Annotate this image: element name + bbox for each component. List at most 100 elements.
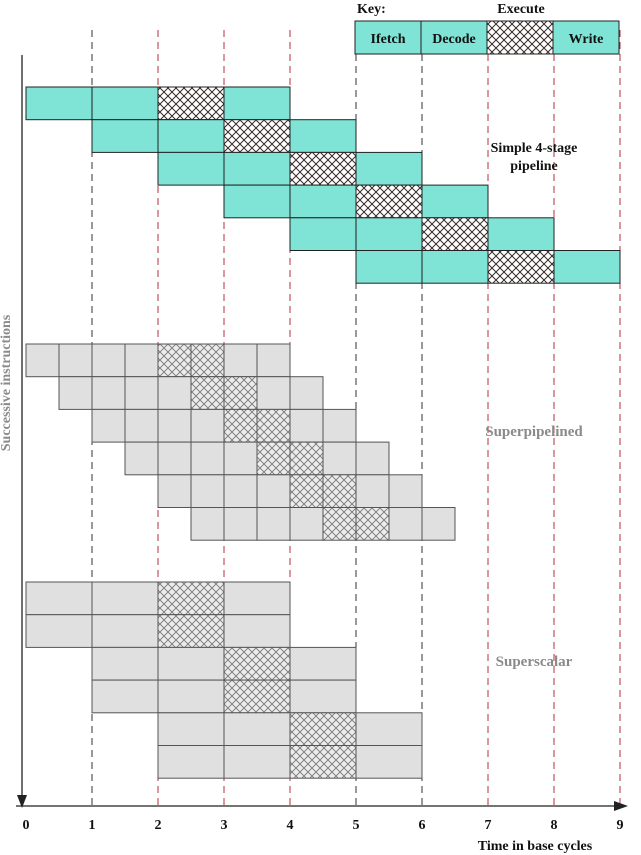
superscalar-instr-6-stage-4 [355, 745, 423, 779]
simple-pipeline-label-line2: pipeline [510, 159, 557, 174]
superscalar-instr-1-stage-2 [91, 581, 159, 616]
superpipelined-instr-2-stage-2-1 [124, 376, 159, 410]
superpipelined-instr-1-stage-2-1 [91, 343, 126, 378]
key-label-write: Write [569, 32, 604, 47]
simple-instr-6-stage-4 [553, 250, 621, 284]
superpipelined-instr-3-stage-1-2 [124, 408, 159, 443]
superscalar-label: Superscalar [496, 654, 573, 670]
simple-instr-3-stage-3 [289, 151, 357, 186]
superscalar-instr-5-stage-3 [289, 712, 357, 746]
simple-instr-3-stage-4 [355, 151, 423, 186]
x-tick-9: 9 [617, 818, 624, 833]
superscalar-instr-6-stage-2 [223, 745, 291, 779]
simple-instr-5-stage-1 [289, 217, 357, 252]
superpipelined-instr-6-stage-4-1 [388, 507, 423, 541]
superscalar-instr-6-stage-3 [289, 745, 357, 779]
simple-instr-2-stage-1 [91, 119, 159, 153]
superscalar-instr-2-stage-4 [223, 614, 291, 648]
superscalar-instr-1-stage-3 [157, 581, 225, 616]
superpipelined-instr-5-stage-3-2 [322, 474, 357, 508]
superpipelined-instr-4-stage-2-1 [190, 441, 225, 476]
superscalar-instr-3-stage-3 [223, 646, 291, 681]
superpipelined-instr-2-stage-4-1 [256, 376, 291, 410]
superpipelined-instr-5-stage-2-2 [256, 474, 291, 508]
simple-instr-5-stage-2 [355, 217, 423, 252]
superscalar-instr-5-stage-2 [223, 712, 291, 746]
y-axis-label: Successive instructions [0, 314, 14, 451]
key-box-3 [486, 20, 554, 55]
superscalar-instr-5-stage-4 [355, 712, 423, 746]
x-axis-ticks: 0 1 2 3 4 5 6 7 8 9 [23, 818, 624, 833]
superpipelined-instr-2-stage-3-1 [190, 376, 225, 410]
superpipelined-instr-2-stage-1-2 [91, 376, 126, 410]
superscalar-instr-3-stage-1 [91, 646, 159, 681]
simple-instr-2-stage-2 [157, 119, 225, 153]
simple-pipeline-label-line1: Simple 4-stage [491, 141, 578, 156]
superpipelined-instr-3-stage-3-1 [223, 408, 258, 443]
superpipelined-instr-1-stage-3-2 [190, 343, 225, 378]
key-execute-label: Execute [497, 2, 544, 17]
x-tick-1: 1 [89, 818, 96, 833]
superpipelined-instr-1-stage-3-1 [157, 343, 192, 378]
key-box-4 [552, 20, 620, 55]
superpipelined-instr-6-stage-1-2 [223, 507, 258, 541]
key-title: Key: [357, 2, 386, 17]
superpipelined-label: Superpipelined [485, 424, 583, 440]
simple-instr-6-stage-3 [487, 250, 555, 284]
simple-instr-3-stage-1 [157, 151, 225, 186]
superscalar-blocks [25, 581, 423, 779]
superpipelined-instr-5-stage-4-2 [388, 474, 423, 508]
x-tick-5: 5 [353, 818, 360, 833]
superpipelined-instr-1-stage-1-2 [58, 343, 93, 378]
simple-instr-4-stage-3 [355, 184, 423, 219]
superpipelined-instr-4-stage-3-2 [289, 441, 324, 476]
x-tick-3: 3 [221, 818, 228, 833]
key-label-decode: Decode [432, 32, 476, 47]
x-tick-6: 6 [419, 818, 426, 833]
superpipelined-instr-3-stage-2-1 [157, 408, 192, 443]
superpipelined-instr-2-stage-1-1 [58, 376, 93, 410]
superscalar-instr-5-stage-1 [157, 712, 225, 746]
superscalar-instr-2-stage-2 [91, 614, 159, 648]
x-tick-0: 0 [23, 818, 30, 833]
superpipelined-instr-1-stage-1-1 [25, 343, 60, 378]
simple-instr-1-stage-3 [157, 86, 225, 121]
simple-pipeline-blocks [25, 86, 621, 284]
simple-instr-1-stage-2 [91, 86, 159, 121]
superpipelined-instr-3-stage-1-1 [91, 408, 126, 443]
superpipelined-instr-3-stage-4-1 [289, 408, 324, 443]
superpipelined-instr-2-stage-3-2 [223, 376, 258, 410]
superpipelined-instr-6-stage-3-2 [355, 507, 390, 541]
superpipelined-instr-2-stage-2-2 [157, 376, 192, 410]
superscalar-instr-1-stage-1 [25, 581, 93, 616]
superpipelined-instr-2-stage-4-2 [289, 376, 324, 410]
x-tick-7: 7 [485, 818, 492, 833]
x-tick-8: 8 [551, 818, 558, 833]
key-label-ifetch: Ifetch [371, 32, 406, 47]
superpipelined-instr-5-stage-3-1 [289, 474, 324, 508]
superpipelined-instr-6-stage-3-1 [322, 507, 357, 541]
superpipelined-instr-3-stage-3-2 [256, 408, 291, 443]
superpipelined-instr-1-stage-4-2 [256, 343, 291, 378]
superpipelined-instr-6-stage-2-2 [289, 507, 324, 541]
simple-instr-4-stage-1 [223, 184, 291, 219]
superpipelined-instr-5-stage-1-2 [190, 474, 225, 508]
superscalar-instr-4-stage-4 [289, 679, 357, 714]
superscalar-instr-4-stage-3 [223, 679, 291, 714]
superpipelined-instr-3-stage-4-2 [322, 408, 357, 443]
superpipelined-instr-6-stage-2-1 [256, 507, 291, 541]
simple-instr-1-stage-1 [25, 86, 93, 121]
simple-instr-2-stage-3 [223, 119, 291, 153]
simple-instr-5-stage-4 [487, 217, 555, 252]
superscalar-instr-3-stage-2 [157, 646, 225, 681]
key-box-1 [354, 20, 422, 55]
superpipelined-instr-5-stage-4-1 [355, 474, 390, 508]
x-axis-label: Time in base cycles [478, 839, 593, 854]
simple-instr-6-stage-2 [421, 250, 489, 284]
superscalar-instr-1-stage-4 [223, 581, 291, 616]
simple-instr-3-stage-2 [223, 151, 291, 186]
superpipelined-instr-6-stage-1-1 [190, 507, 225, 541]
superscalar-instr-6-stage-1 [157, 745, 225, 779]
key-legend: Key: Execute Ifetch Decode Write [354, 2, 620, 55]
